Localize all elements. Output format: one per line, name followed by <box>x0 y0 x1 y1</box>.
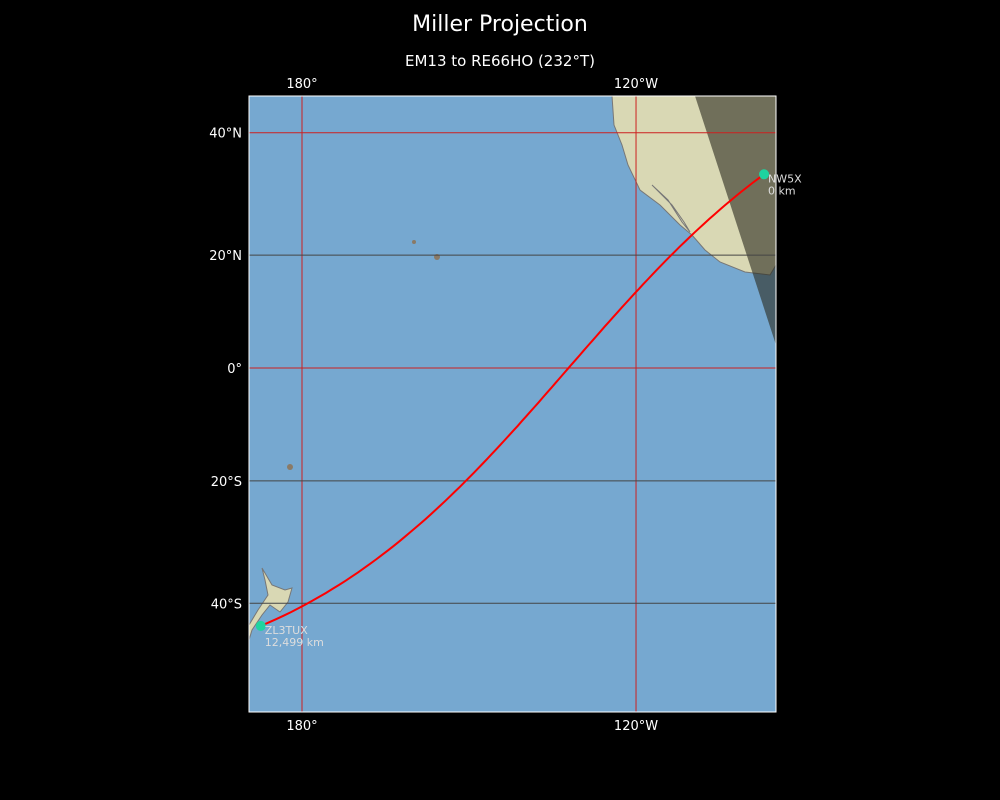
lat-tick-label: 20°N <box>209 249 242 264</box>
station-callsign: ZL3TUX <box>265 624 308 637</box>
land-new-zealand <box>249 567 293 641</box>
map-frame <box>248 95 777 713</box>
station-marker[interactable] <box>255 620 266 631</box>
lon-tick-label-top: 180° <box>286 77 317 92</box>
lon-tick-label-top: 120°W <box>614 77 658 92</box>
lon-tick-label-bottom: 180° <box>286 719 317 734</box>
night-shade <box>695 96 776 345</box>
land-fiji <box>287 464 293 470</box>
map-title: Miller Projection <box>412 12 588 37</box>
lat-tick-label: 40°N <box>209 127 242 142</box>
station-distance: 0 km <box>768 184 796 197</box>
great-circle-path <box>260 173 765 627</box>
lat-tick-label: 20°S <box>211 475 242 490</box>
station-marker[interactable] <box>759 169 770 180</box>
station-distance: 12,499 km <box>265 636 324 649</box>
lat-tick-label: 40°S <box>211 597 242 612</box>
lon-tick-label-bottom: 120°W <box>614 719 658 734</box>
lat-tick-label: 0° <box>227 362 242 377</box>
station-callsign: NW5X <box>768 172 802 185</box>
land-baja <box>651 184 691 233</box>
map-subtitle: EM13 to RE66HO (232°T) <box>405 52 595 70</box>
land-hawaii-islet <box>412 240 416 244</box>
